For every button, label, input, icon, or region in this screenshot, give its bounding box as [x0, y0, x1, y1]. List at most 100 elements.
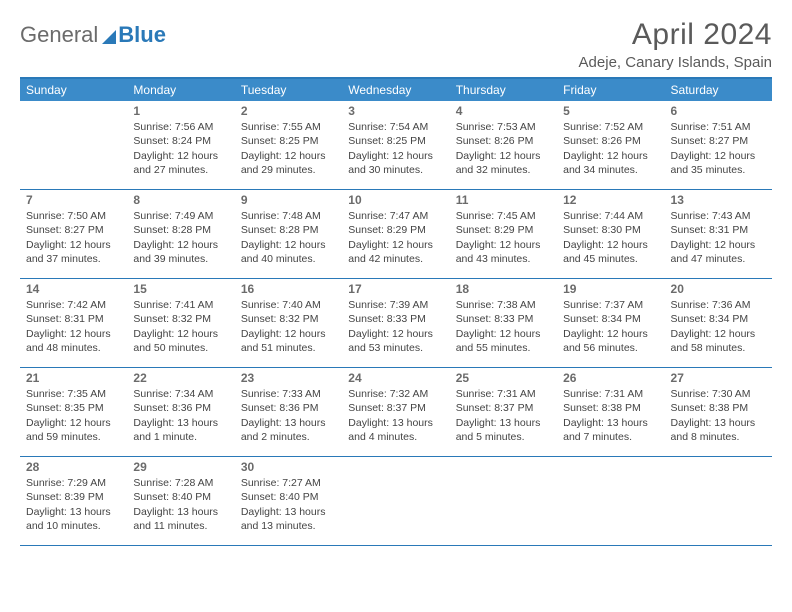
sunset-text: Sunset: 8:27 PM: [671, 134, 766, 148]
daylight-text: Daylight: 13 hours: [348, 416, 443, 430]
sunset-text: Sunset: 8:33 PM: [456, 312, 551, 326]
daylight-text: Daylight: 12 hours: [671, 238, 766, 252]
calendar-grid: SundayMondayTuesdayWednesdayThursdayFrid…: [20, 77, 772, 546]
sunset-text: Sunset: 8:31 PM: [26, 312, 121, 326]
sunrise-text: Sunrise: 7:55 AM: [241, 120, 336, 134]
daylight-text: and 30 minutes.: [348, 163, 443, 177]
daylight-text: Daylight: 12 hours: [241, 149, 336, 163]
sunrise-text: Sunrise: 7:56 AM: [133, 120, 228, 134]
sunset-text: Sunset: 8:34 PM: [563, 312, 658, 326]
day-cell: 15Sunrise: 7:41 AMSunset: 8:32 PMDayligh…: [127, 279, 234, 367]
sunrise-text: Sunrise: 7:44 AM: [563, 209, 658, 223]
daylight-text: and 29 minutes.: [241, 163, 336, 177]
day-cell: 19Sunrise: 7:37 AMSunset: 8:34 PMDayligh…: [557, 279, 664, 367]
day-cell: 23Sunrise: 7:33 AMSunset: 8:36 PMDayligh…: [235, 368, 342, 456]
daylight-text: Daylight: 12 hours: [563, 238, 658, 252]
sunset-text: Sunset: 8:36 PM: [241, 401, 336, 415]
day-cell: 1Sunrise: 7:56 AMSunset: 8:24 PMDaylight…: [127, 101, 234, 189]
day-number: 26: [563, 370, 658, 386]
day-cell: 29Sunrise: 7:28 AMSunset: 8:40 PMDayligh…: [127, 457, 234, 545]
daylight-text: and 51 minutes.: [241, 341, 336, 355]
daylight-text: Daylight: 12 hours: [26, 327, 121, 341]
week-row: 28Sunrise: 7:29 AMSunset: 8:39 PMDayligh…: [20, 457, 772, 546]
sunrise-text: Sunrise: 7:51 AM: [671, 120, 766, 134]
dow-cell: Friday: [557, 79, 664, 101]
daylight-text: Daylight: 13 hours: [456, 416, 551, 430]
daylight-text: and 4 minutes.: [348, 430, 443, 444]
sunrise-text: Sunrise: 7:33 AM: [241, 387, 336, 401]
daylight-text: Daylight: 12 hours: [671, 149, 766, 163]
day-number: 8: [133, 192, 228, 208]
daylight-text: Daylight: 13 hours: [26, 505, 121, 519]
logo-triangle-icon: [102, 30, 116, 44]
sunrise-text: Sunrise: 7:27 AM: [241, 476, 336, 490]
month-title: April 2024: [579, 18, 772, 52]
daylight-text: and 47 minutes.: [671, 252, 766, 266]
daylight-text: and 37 minutes.: [26, 252, 121, 266]
dow-cell: Thursday: [450, 79, 557, 101]
sunrise-text: Sunrise: 7:31 AM: [456, 387, 551, 401]
dow-cell: Sunday: [20, 79, 127, 101]
logo-text-general: General: [20, 22, 98, 48]
sunset-text: Sunset: 8:36 PM: [133, 401, 228, 415]
sunset-text: Sunset: 8:40 PM: [133, 490, 228, 504]
daylight-text: Daylight: 12 hours: [26, 238, 121, 252]
daylight-text: Daylight: 12 hours: [456, 149, 551, 163]
sunset-text: Sunset: 8:32 PM: [133, 312, 228, 326]
day-cell: 24Sunrise: 7:32 AMSunset: 8:37 PMDayligh…: [342, 368, 449, 456]
week-row: 14Sunrise: 7:42 AMSunset: 8:31 PMDayligh…: [20, 279, 772, 368]
daylight-text: and 48 minutes.: [26, 341, 121, 355]
sunrise-text: Sunrise: 7:31 AM: [563, 387, 658, 401]
day-number: 3: [348, 103, 443, 119]
day-number: 2: [241, 103, 336, 119]
week-row: 1Sunrise: 7:56 AMSunset: 8:24 PMDaylight…: [20, 101, 772, 190]
sunrise-text: Sunrise: 7:30 AM: [671, 387, 766, 401]
day-cell: 8Sunrise: 7:49 AMSunset: 8:28 PMDaylight…: [127, 190, 234, 278]
sunset-text: Sunset: 8:34 PM: [671, 312, 766, 326]
week-row: 21Sunrise: 7:35 AMSunset: 8:35 PMDayligh…: [20, 368, 772, 457]
sunrise-text: Sunrise: 7:49 AM: [133, 209, 228, 223]
day-cell: 26Sunrise: 7:31 AMSunset: 8:38 PMDayligh…: [557, 368, 664, 456]
sunset-text: Sunset: 8:37 PM: [348, 401, 443, 415]
day-cell: 27Sunrise: 7:30 AMSunset: 8:38 PMDayligh…: [665, 368, 772, 456]
day-number: 22: [133, 370, 228, 386]
daylight-text: and 2 minutes.: [241, 430, 336, 444]
day-cell: 11Sunrise: 7:45 AMSunset: 8:29 PMDayligh…: [450, 190, 557, 278]
day-number: 17: [348, 281, 443, 297]
daylight-text: and 32 minutes.: [456, 163, 551, 177]
daylight-text: and 27 minutes.: [133, 163, 228, 177]
day-number: 6: [671, 103, 766, 119]
day-number: 12: [563, 192, 658, 208]
day-number: 4: [456, 103, 551, 119]
sunrise-text: Sunrise: 7:34 AM: [133, 387, 228, 401]
day-number: 15: [133, 281, 228, 297]
sunrise-text: Sunrise: 7:40 AM: [241, 298, 336, 312]
daylight-text: and 7 minutes.: [563, 430, 658, 444]
daylight-text: Daylight: 13 hours: [133, 416, 228, 430]
empty-cell: [342, 457, 449, 545]
daylight-text: Daylight: 12 hours: [348, 149, 443, 163]
daylight-text: and 10 minutes.: [26, 519, 121, 533]
day-number: 7: [26, 192, 121, 208]
sunrise-text: Sunrise: 7:38 AM: [456, 298, 551, 312]
daylight-text: and 56 minutes.: [563, 341, 658, 355]
daylight-text: Daylight: 13 hours: [241, 505, 336, 519]
sunset-text: Sunset: 8:30 PM: [563, 223, 658, 237]
day-number: 11: [456, 192, 551, 208]
daylight-text: Daylight: 12 hours: [671, 327, 766, 341]
day-number: 25: [456, 370, 551, 386]
daylight-text: Daylight: 13 hours: [133, 505, 228, 519]
daylight-text: Daylight: 12 hours: [456, 327, 551, 341]
day-cell: 21Sunrise: 7:35 AMSunset: 8:35 PMDayligh…: [20, 368, 127, 456]
daylight-text: Daylight: 12 hours: [241, 238, 336, 252]
daylight-text: Daylight: 13 hours: [241, 416, 336, 430]
day-cell: 2Sunrise: 7:55 AMSunset: 8:25 PMDaylight…: [235, 101, 342, 189]
daylight-text: Daylight: 12 hours: [563, 149, 658, 163]
day-cell: 25Sunrise: 7:31 AMSunset: 8:37 PMDayligh…: [450, 368, 557, 456]
daylight-text: and 34 minutes.: [563, 163, 658, 177]
empty-cell: [665, 457, 772, 545]
sunset-text: Sunset: 8:29 PM: [348, 223, 443, 237]
sunrise-text: Sunrise: 7:52 AM: [563, 120, 658, 134]
day-number: 5: [563, 103, 658, 119]
sunset-text: Sunset: 8:25 PM: [348, 134, 443, 148]
